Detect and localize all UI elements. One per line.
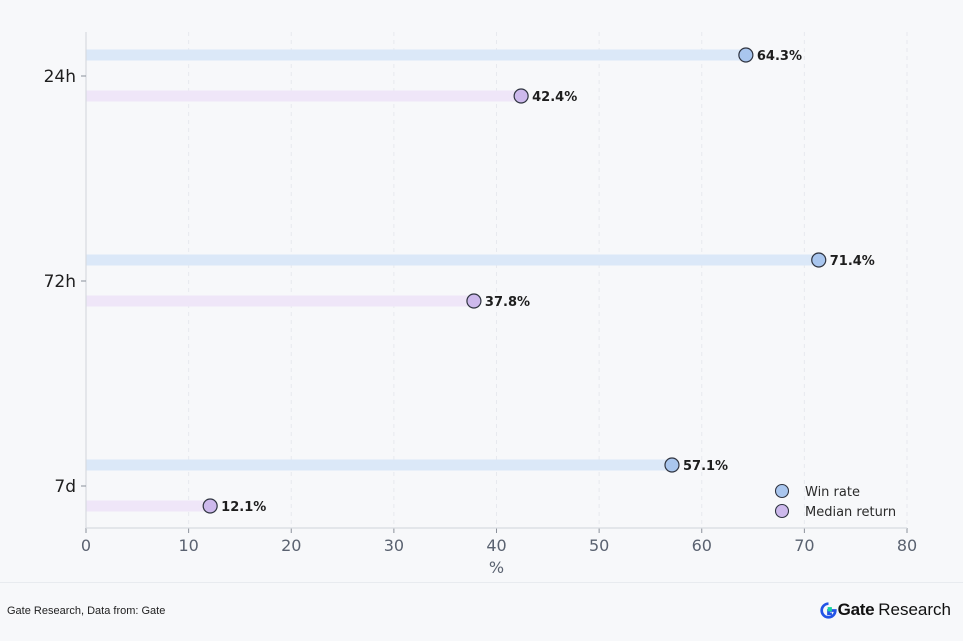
value-track bbox=[86, 90, 522, 102]
grid-lines bbox=[188, 32, 908, 528]
legend: Win rate Median return bbox=[774, 483, 896, 520]
value-marker bbox=[466, 293, 482, 309]
legend-label: Median return bbox=[805, 505, 896, 520]
gate-logo-icon bbox=[819, 601, 837, 619]
y-category-label: 7d bbox=[54, 477, 76, 497]
value-marker bbox=[664, 457, 680, 473]
data-label: 42.4% bbox=[532, 90, 577, 105]
y-category-label: 72h bbox=[44, 272, 76, 292]
value-track bbox=[86, 49, 746, 61]
value-track bbox=[86, 254, 819, 266]
x-tick-label: 50 bbox=[589, 536, 609, 555]
axes bbox=[81, 32, 908, 533]
data-label: 37.8% bbox=[485, 295, 530, 310]
x-tick-label: 10 bbox=[178, 536, 198, 555]
value-markers bbox=[202, 47, 827, 514]
footer: Gate Research, Data from: Gate Gate Rese… bbox=[0, 582, 963, 641]
value-marker bbox=[811, 252, 827, 268]
y-category-label: 24h bbox=[44, 67, 76, 87]
value-tracks bbox=[86, 49, 819, 512]
value-track bbox=[86, 295, 474, 307]
dot-bar-chart: 0 10 20 30 40 50 60 70 80 24h 72h 7d 64.3% 71.4% 57.… bbox=[44, 32, 917, 577]
x-tick-label: 80 bbox=[897, 536, 917, 555]
x-tick-label: 0 bbox=[81, 536, 91, 555]
y-category-labels: 24h 72h 7d bbox=[44, 67, 76, 497]
data-labels: 64.3% 71.4% 57.1% 42.4% 37.8% 12.1% bbox=[221, 49, 875, 515]
value-track bbox=[86, 459, 672, 471]
brand-logo: Gate Research bbox=[819, 600, 951, 620]
brand-subtitle: Research bbox=[878, 600, 951, 619]
value-marker bbox=[513, 88, 529, 104]
legend-marker bbox=[774, 503, 790, 519]
legend-label: Win rate bbox=[805, 485, 860, 500]
x-tick-label: 30 bbox=[384, 536, 404, 555]
data-label: 64.3% bbox=[757, 49, 802, 64]
x-tick-label: 60 bbox=[692, 536, 712, 555]
value-track bbox=[86, 500, 211, 512]
x-tick-label: 20 bbox=[281, 536, 301, 555]
x-tick-labels: 0 10 20 30 40 50 60 70 80 bbox=[81, 536, 917, 555]
data-label: 12.1% bbox=[221, 500, 266, 515]
data-label: 57.1% bbox=[683, 459, 728, 474]
data-source-note: Gate Research, Data from: Gate bbox=[7, 605, 166, 617]
brand-name: Gate bbox=[837, 600, 875, 619]
x-axis-title: % bbox=[489, 558, 504, 577]
value-marker bbox=[738, 47, 754, 63]
x-tick-label: 70 bbox=[794, 536, 814, 555]
data-label: 71.4% bbox=[830, 254, 875, 269]
value-marker bbox=[202, 498, 218, 514]
legend-marker bbox=[774, 483, 790, 499]
x-tick-label: 40 bbox=[486, 536, 506, 555]
